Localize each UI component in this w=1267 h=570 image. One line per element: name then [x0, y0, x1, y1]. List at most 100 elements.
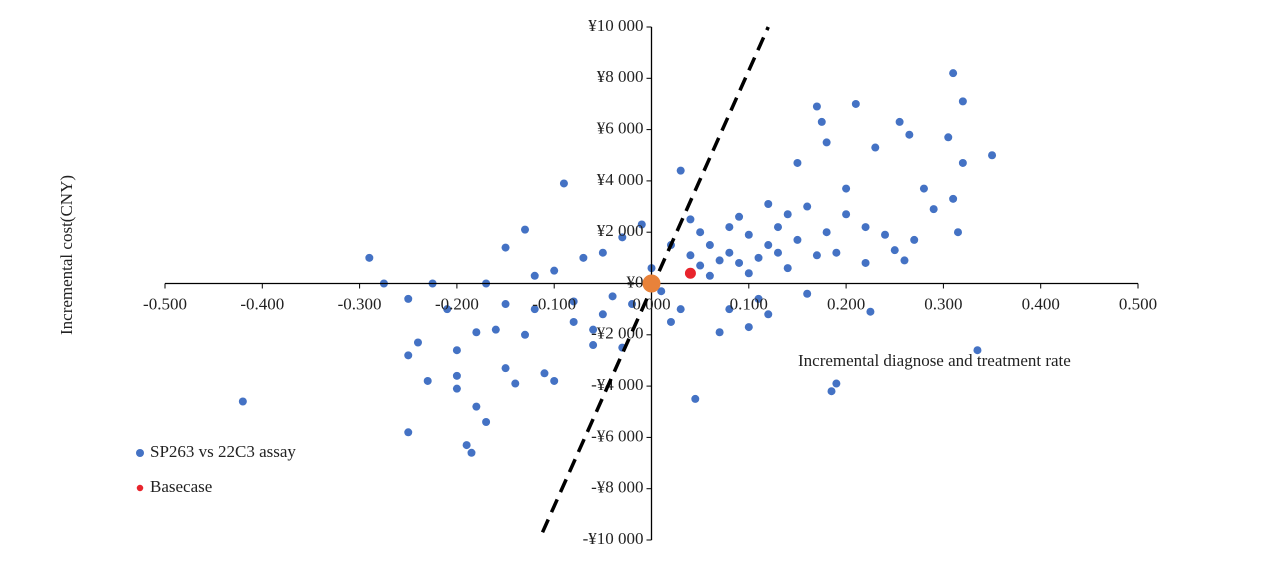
scatter-point: [958, 97, 967, 106]
scatter-point: [817, 117, 826, 126]
scatter-point: [725, 248, 734, 257]
scatter-point: [467, 448, 476, 457]
scatter-point: [452, 384, 461, 393]
scatter-point: [501, 243, 510, 252]
x-tick-label: -0.200: [435, 294, 479, 313]
scatter-point: [832, 248, 841, 257]
scatter-point: [842, 184, 851, 193]
scatter-point: [783, 264, 792, 273]
scatter-point: [861, 223, 870, 232]
scatter-point: [462, 441, 471, 450]
scatter-point: [715, 256, 724, 265]
y-tick-label: -¥10 000: [583, 529, 644, 548]
scatter-point: [764, 241, 773, 250]
scatter-point: [803, 202, 812, 211]
scatter-point: [491, 325, 500, 334]
scatter-point: [705, 241, 714, 250]
scatter-point: [822, 138, 831, 147]
scatter-point: [618, 233, 627, 242]
scatter-point: [793, 158, 802, 167]
scatter-point: [501, 300, 510, 309]
scatter-point: [598, 248, 607, 257]
scatter-point: [423, 376, 432, 385]
scatter-point: [861, 258, 870, 267]
scatter-point: [530, 305, 539, 314]
scatter-point: [773, 223, 782, 232]
scatter-point: [735, 212, 744, 221]
scatter-point: [443, 305, 452, 314]
scatter-point: [919, 184, 928, 193]
legend-marker: [135, 483, 145, 493]
scatter-point: [988, 151, 997, 160]
scatter-point: [773, 248, 782, 257]
scatter-point: [530, 271, 539, 280]
scatter-point: [657, 287, 666, 296]
scatter-point: [404, 294, 413, 303]
scatter-point: [725, 305, 734, 314]
scatter-point: [686, 251, 695, 260]
x-tick-label: -0.400: [240, 294, 284, 313]
x-tick-label: 0.000: [632, 294, 670, 313]
y-tick-label: ¥0: [627, 272, 644, 291]
scatter-point: [676, 166, 685, 175]
scatter-point: [881, 230, 890, 239]
y-axis-title: Incremental cost(CNY): [57, 175, 76, 335]
scatter-point: [764, 199, 773, 208]
scatter-point: [842, 210, 851, 219]
scatter-point: [676, 305, 685, 314]
scatter-point: [501, 364, 510, 373]
scatter-point: [944, 133, 953, 142]
x-tick-label: 0.400: [1022, 294, 1060, 313]
reference-point: [642, 274, 661, 293]
scatter-point: [744, 269, 753, 278]
scatter-point: [754, 253, 763, 262]
x-tick-label: 0.300: [924, 294, 962, 313]
scatter-point: [783, 210, 792, 219]
scatter-point: [569, 317, 578, 326]
scatter-point: [589, 341, 598, 350]
scatter-point: [905, 130, 914, 139]
scatter-point: [608, 292, 617, 301]
scatter-point: [705, 271, 714, 280]
scatter-point: [764, 310, 773, 319]
y-tick-label: ¥8 000: [597, 67, 644, 86]
scatter-point: [744, 323, 753, 332]
scatter-point: [910, 235, 919, 244]
x-tick-label: 0.200: [827, 294, 865, 313]
x-tick-label: 0.500: [1119, 294, 1157, 313]
y-tick-label: ¥4 000: [597, 170, 644, 189]
legend-marker: [136, 449, 144, 457]
scatter-point: [958, 158, 967, 167]
scatter-point: [822, 228, 831, 237]
scatter-point: [866, 307, 875, 316]
legend-label: SP263 vs 22C3 assay: [150, 442, 296, 461]
x-tick-label: -0.300: [338, 294, 382, 313]
x-tick-label: -0.500: [143, 294, 187, 313]
scatter-point: [827, 387, 836, 396]
scatter-point: [413, 338, 422, 347]
scatter-point: [949, 69, 958, 78]
scatter-point: [550, 266, 559, 275]
scatter-point: [559, 179, 568, 188]
scatter-point: [754, 294, 763, 303]
scatter-point: [715, 328, 724, 337]
scatter-point: [686, 215, 695, 224]
y-tick-label: -¥4 000: [591, 375, 643, 394]
scatter-point: [666, 317, 675, 326]
scatter-point: [949, 194, 958, 203]
scatter-point: [691, 394, 700, 403]
y-tick-label: ¥6 000: [597, 119, 644, 138]
y-tick-label: ¥2 000: [597, 221, 644, 240]
legend-label: Basecase: [150, 477, 212, 496]
scatter-point: [871, 143, 880, 152]
scatter-point: [365, 253, 374, 262]
scatter-point: [550, 376, 559, 385]
scatter-point: [404, 428, 413, 437]
scatter-point: [579, 253, 588, 262]
y-tick-label: -¥6 000: [591, 426, 643, 445]
x-tick-label: -0.100: [532, 294, 576, 313]
scatter-point: [472, 402, 481, 411]
scatter-point: [540, 369, 549, 378]
scatter-point: [735, 258, 744, 267]
scatter-point: [890, 246, 899, 255]
